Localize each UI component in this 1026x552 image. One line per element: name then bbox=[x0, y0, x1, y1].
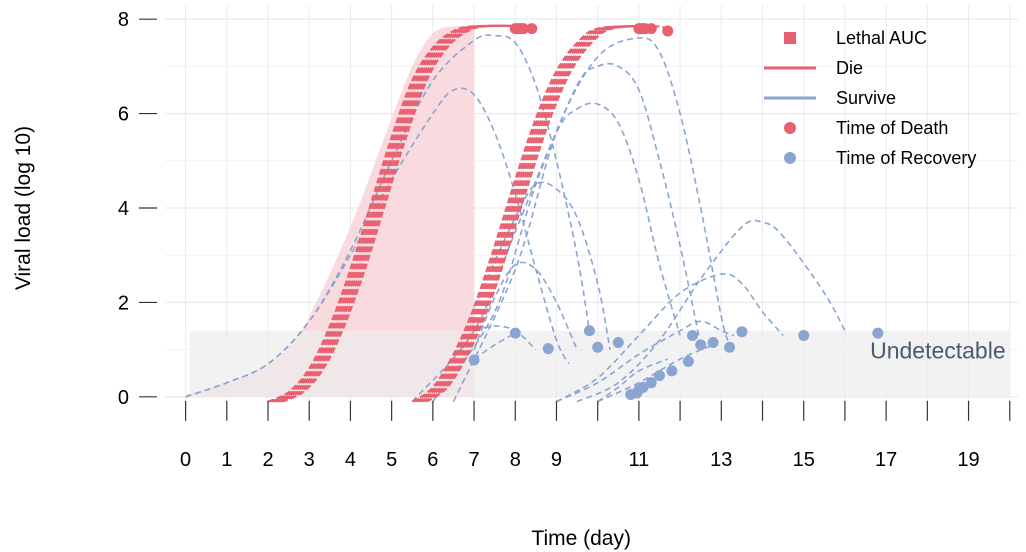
legend-square-icon bbox=[784, 32, 796, 44]
survive-curve bbox=[473, 261, 578, 350]
y-tick-label: 4 bbox=[118, 198, 129, 220]
survive-curve bbox=[576, 219, 846, 403]
axes: 0 2 4 6 8 0 1 2 3 4 5 6 7 8 9 11 13 15 17 19 bbox=[118, 9, 1011, 471]
die-curve bbox=[281, 24, 535, 403]
survive-curve bbox=[556, 320, 734, 403]
recovery-point bbox=[682, 355, 694, 367]
recovery-point bbox=[686, 329, 698, 341]
legend-item: Time of Recovery bbox=[784, 148, 976, 168]
legend: Lethal AUC Die Survive Time of Death Time of… bbox=[764, 28, 976, 168]
die-curve bbox=[267, 24, 520, 403]
y-tick-label: 6 bbox=[118, 104, 129, 126]
survive-curve bbox=[432, 62, 702, 403]
recovery-point bbox=[736, 326, 748, 338]
survive-curve bbox=[597, 344, 714, 403]
recovery-point bbox=[645, 377, 657, 389]
y-axis-title: Viral load (log 10) bbox=[12, 126, 35, 290]
survive-curve bbox=[556, 272, 784, 403]
legend-item: Time of Death bbox=[784, 118, 948, 138]
die-curve bbox=[275, 24, 528, 403]
recovery-point bbox=[707, 337, 719, 349]
x-tick-label: 2 bbox=[262, 449, 273, 471]
y-tick-label: 8 bbox=[118, 9, 129, 31]
die-curve bbox=[269, 24, 522, 403]
x-tick-label: 7 bbox=[468, 449, 479, 471]
y-tick-label: 0 bbox=[118, 387, 129, 409]
y-tick-label: 2 bbox=[118, 292, 129, 314]
recovery-point bbox=[468, 354, 480, 366]
x-tick-label: 4 bbox=[345, 449, 356, 471]
survive-curve bbox=[473, 325, 537, 351]
x-tick-label: 0 bbox=[180, 449, 191, 471]
death-point bbox=[526, 23, 538, 35]
x-tick-label: 1 bbox=[221, 449, 232, 471]
x-tick-label: 13 bbox=[710, 449, 732, 471]
x-axis-title: Time (day) bbox=[531, 527, 631, 550]
recovery-point bbox=[695, 339, 707, 351]
x-tick-label: 5 bbox=[386, 449, 397, 471]
die-curve bbox=[279, 24, 532, 403]
recovery-point bbox=[592, 341, 604, 353]
legend-item: Survive bbox=[764, 88, 896, 108]
x-tick-label: 15 bbox=[793, 449, 815, 471]
recovery-point bbox=[612, 337, 624, 349]
x-tick-label: 9 bbox=[551, 449, 562, 471]
recovery-point bbox=[631, 387, 643, 399]
survive-curve bbox=[411, 102, 681, 403]
death-point bbox=[662, 25, 674, 37]
survive-curve bbox=[597, 358, 668, 403]
death-point bbox=[518, 23, 530, 35]
survive-curve bbox=[473, 181, 611, 350]
undetectable-label: Undetectable bbox=[870, 338, 1006, 364]
x-tick-label: 17 bbox=[875, 449, 897, 471]
survive-curve bbox=[452, 37, 731, 402]
recovery-point bbox=[509, 327, 521, 339]
die-curve bbox=[426, 25, 668, 403]
legend-dot-icon bbox=[784, 152, 796, 164]
legend-dot-icon bbox=[784, 122, 796, 134]
x-tick-label: 3 bbox=[304, 449, 315, 471]
x-tick-label: 6 bbox=[427, 449, 438, 471]
die-curve bbox=[271, 24, 524, 403]
recovery-point bbox=[798, 329, 810, 341]
legend-label: Lethal AUC bbox=[836, 28, 927, 48]
legend-label: Time of Death bbox=[836, 118, 948, 138]
die-curve bbox=[277, 24, 530, 403]
legend-label: Die bbox=[836, 58, 863, 78]
survive-curve bbox=[185, 34, 591, 398]
recovery-point bbox=[724, 341, 736, 353]
recovery-point bbox=[653, 370, 665, 382]
recovery-point bbox=[583, 325, 595, 337]
legend-label: Survive bbox=[836, 88, 896, 108]
x-tick-label: 19 bbox=[957, 449, 979, 471]
die-curve bbox=[273, 24, 526, 403]
event-points bbox=[468, 23, 884, 400]
recovery-point bbox=[666, 365, 678, 377]
legend-item: Lethal AUC bbox=[784, 28, 927, 48]
x-tick-label: 11 bbox=[629, 449, 650, 471]
x-tick-label: 8 bbox=[510, 449, 521, 471]
recovery-point bbox=[872, 327, 884, 339]
recovery-point bbox=[542, 343, 554, 355]
curves bbox=[185, 24, 846, 403]
legend-label: Time of Recovery bbox=[836, 148, 976, 168]
legend-item: Die bbox=[764, 58, 863, 78]
death-point bbox=[645, 23, 657, 35]
